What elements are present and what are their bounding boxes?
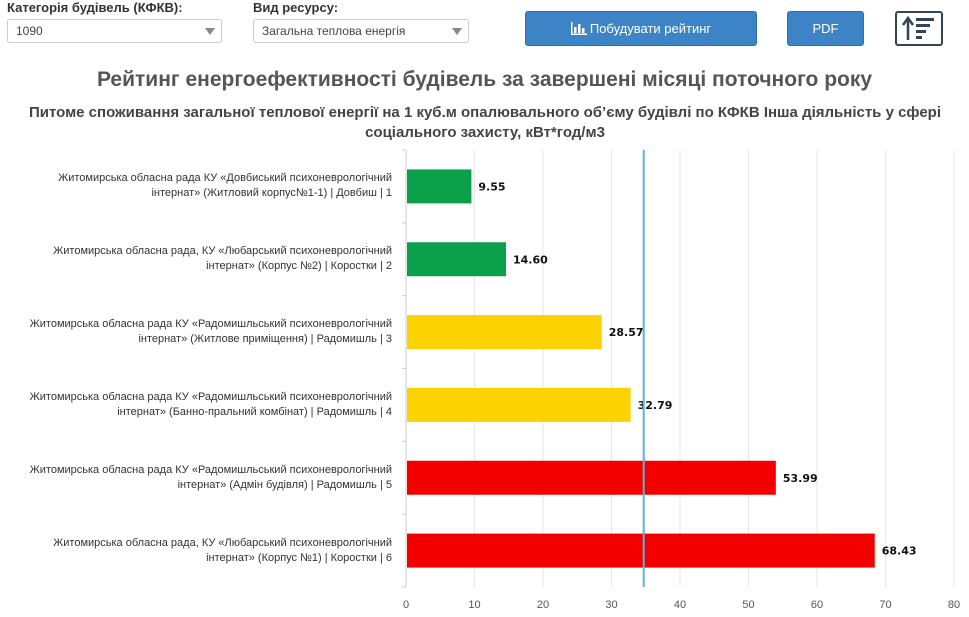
chart-subtitle: Питоме споживання загальної теплової ене… [28,104,942,141]
resource-select[interactable]: Загальна теплова енергія [253,19,469,43]
pdf-label: PDF [812,21,839,36]
build-rating-label: Побудувати рейтинг [589,21,712,36]
bar [407,242,507,277]
x-tick-label: 50 [742,599,754,611]
category-label: Житомирська обласна рада КУ «Радомишльсь… [29,463,392,491]
x-tick-label: 40 [674,599,686,611]
category-label: Житомирська обласна рада КУ «Довбиський … [58,172,392,200]
bar [407,460,776,495]
bar-chart-icon [570,22,587,35]
data-label: 68.43 [882,545,917,558]
x-tick-label: 70 [879,599,891,611]
data-label: 9.55 [478,180,505,193]
chevron-down-icon [205,28,215,35]
category-label: Житомирська обласна рада, КУ «Любарський… [53,245,392,273]
pdf-button[interactable]: PDF [787,11,864,46]
resource-select-value: Загальна теплова енергія [262,24,406,38]
bar [407,169,472,204]
x-tick-label: 80 [948,599,960,611]
chevron-down-icon [452,28,462,35]
data-label: 14.60 [513,253,548,266]
category-select[interactable]: 1090 [7,19,222,43]
chart-title: Рейтинг енергоефективності будівель за з… [96,68,873,91]
x-tick-label: 20 [537,599,549,611]
category-label: Категорія будівель (КФКВ): [7,0,183,15]
x-tick-label: 0 [403,599,409,611]
x-tick-label: 10 [468,599,480,611]
sort-button[interactable] [895,11,943,46]
bar [407,315,602,350]
bar [407,387,631,422]
category-select-value: 1090 [16,24,43,38]
sort-ascending-icon [901,15,934,40]
build-rating-button[interactable]: Побудувати рейтинг [525,11,757,46]
bar [407,533,875,568]
resource-label: Вид ресурсу: [253,0,339,15]
category-label: Житомирська обласна рада, КУ «Любарський… [53,536,392,564]
x-tick-label: 30 [605,599,617,611]
data-label: 53.99 [783,472,818,485]
data-label: 28.57 [609,326,644,339]
category-label: Житомирська обласна рада КУ «Радомишльсь… [29,390,392,418]
category-label: Житомирська обласна рада КУ «Радомишльсь… [29,318,392,346]
data-label: 32.79 [638,399,673,412]
x-tick-label: 60 [811,599,823,611]
